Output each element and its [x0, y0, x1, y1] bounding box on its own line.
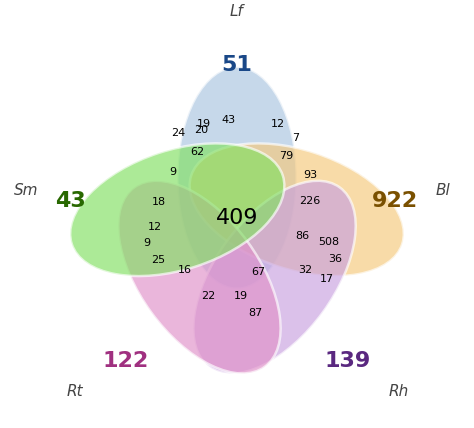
Ellipse shape — [190, 143, 404, 276]
Text: 51: 51 — [221, 55, 253, 75]
Text: 18: 18 — [152, 197, 166, 207]
Text: Rh: Rh — [389, 383, 409, 398]
Text: 43: 43 — [221, 115, 236, 125]
Text: 9: 9 — [143, 238, 150, 248]
Text: 19: 19 — [197, 119, 211, 129]
Text: 139: 139 — [325, 351, 371, 371]
Text: 20: 20 — [194, 125, 208, 134]
Text: Lf: Lf — [230, 4, 244, 19]
Text: 67: 67 — [251, 267, 265, 276]
Text: 86: 86 — [295, 231, 309, 241]
Text: Sm: Sm — [14, 183, 38, 198]
Ellipse shape — [177, 67, 297, 288]
Text: 7: 7 — [292, 133, 300, 143]
Text: 32: 32 — [298, 265, 312, 275]
Text: 922: 922 — [372, 191, 418, 211]
Text: 24: 24 — [171, 128, 185, 138]
Text: 12: 12 — [148, 222, 162, 232]
Text: 409: 409 — [216, 208, 258, 228]
Text: 79: 79 — [279, 152, 293, 161]
Text: 25: 25 — [151, 255, 165, 265]
Text: 22: 22 — [201, 291, 215, 301]
Text: Rt: Rt — [66, 383, 83, 398]
Text: 43: 43 — [55, 191, 86, 211]
Text: 17: 17 — [319, 274, 334, 284]
Text: 226: 226 — [299, 196, 320, 206]
Text: 16: 16 — [178, 265, 192, 275]
Text: 36: 36 — [328, 254, 342, 264]
Text: 62: 62 — [191, 147, 205, 157]
Text: 508: 508 — [318, 237, 339, 247]
Ellipse shape — [70, 143, 284, 276]
Text: 19: 19 — [234, 291, 248, 301]
Ellipse shape — [118, 181, 281, 374]
Ellipse shape — [193, 181, 356, 374]
Text: 87: 87 — [248, 308, 262, 318]
Text: 12: 12 — [271, 119, 285, 129]
Text: 9: 9 — [169, 167, 177, 177]
Text: Bl: Bl — [436, 183, 450, 198]
Text: 122: 122 — [103, 351, 149, 371]
Text: 93: 93 — [303, 170, 318, 180]
